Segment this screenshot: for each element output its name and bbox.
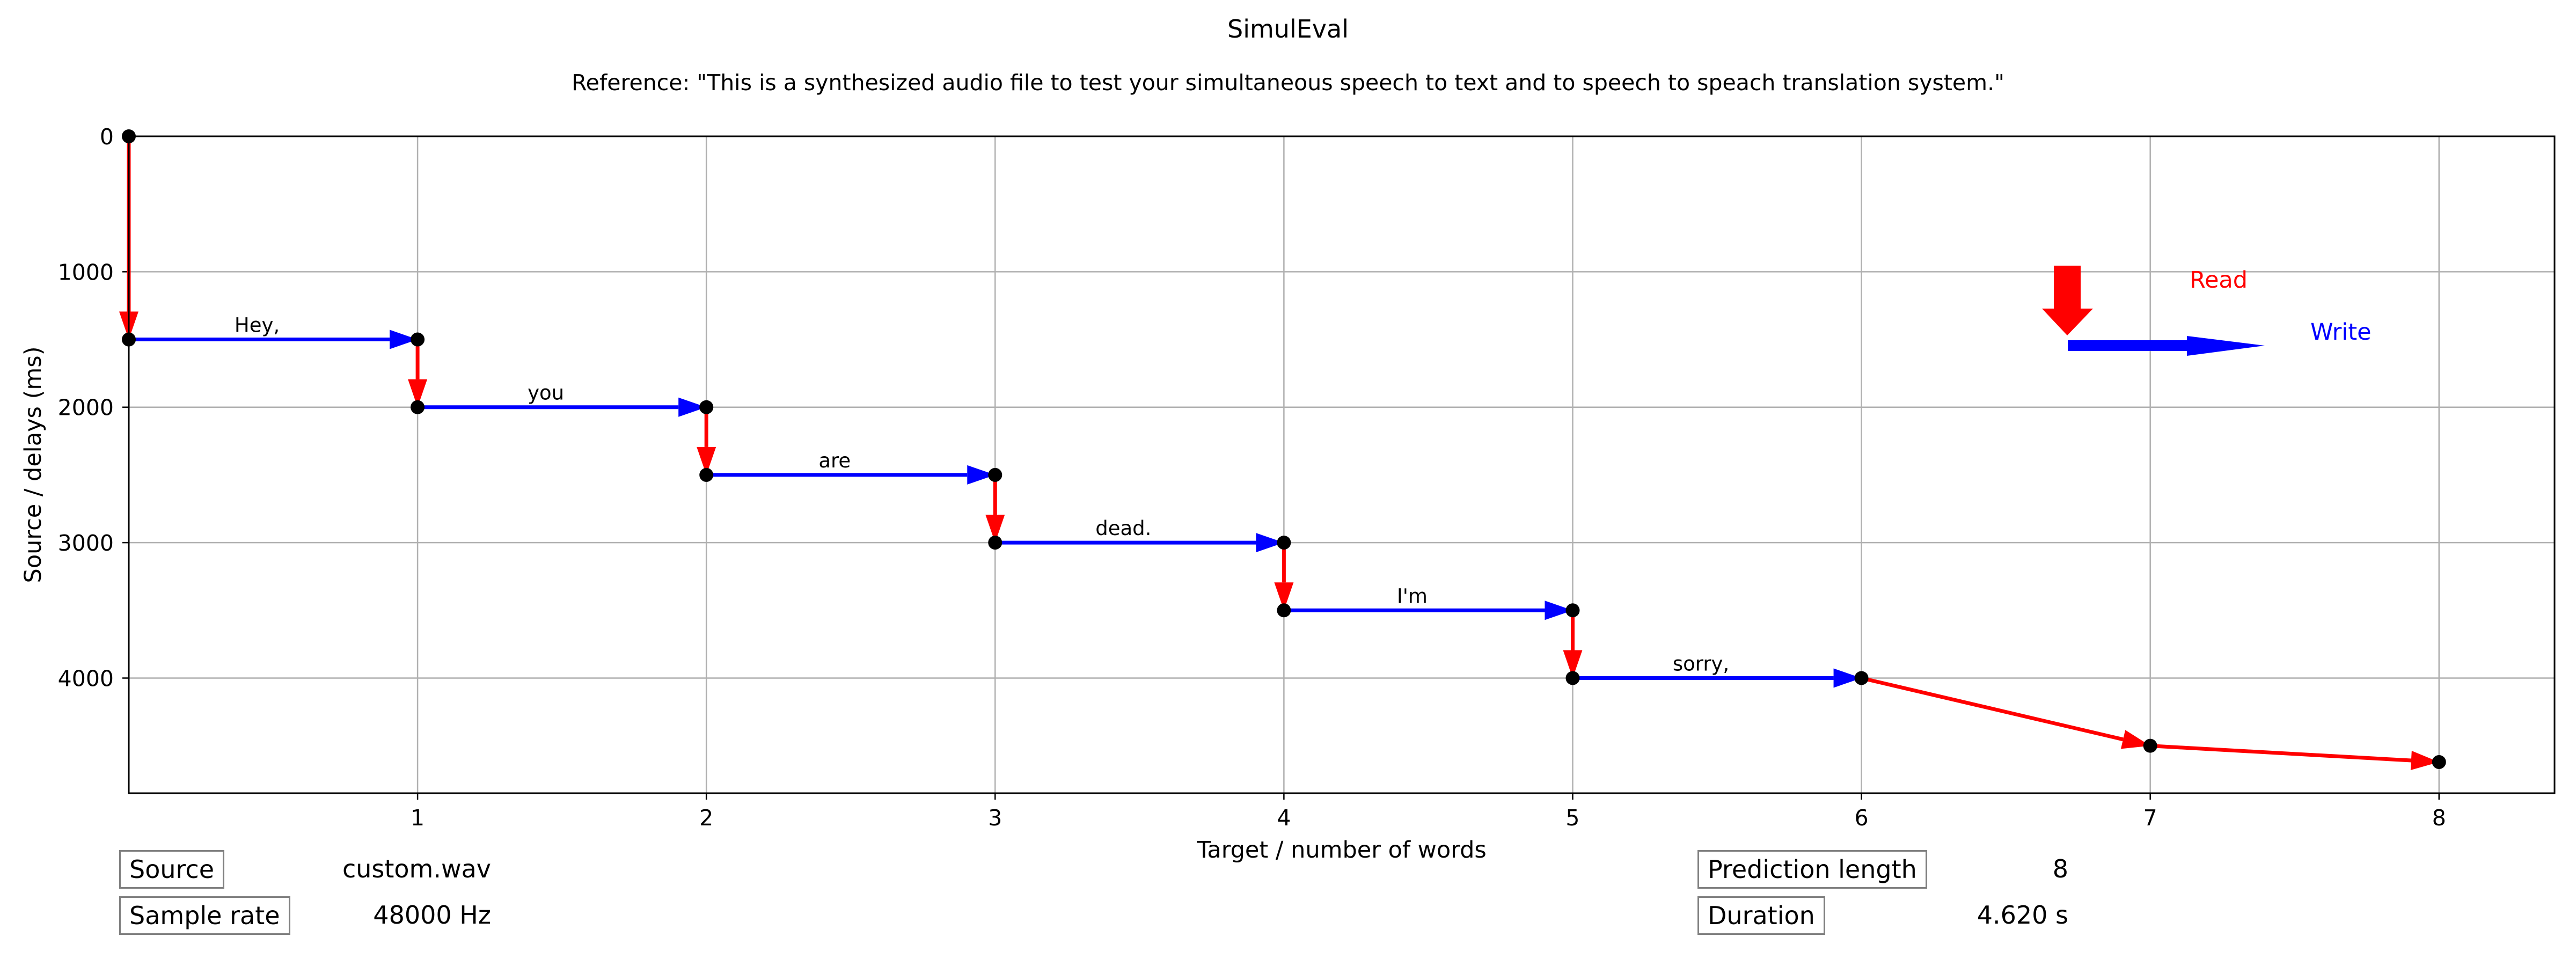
- read-arrow-shaft: [2150, 744, 2412, 763]
- legend: Read Write: [2042, 266, 2372, 356]
- write-arrow-head: [967, 465, 996, 485]
- data-point: [1565, 671, 1580, 685]
- data-point: [699, 467, 714, 482]
- x-tick-label: 3: [988, 805, 1002, 831]
- write-arrow-head: [390, 330, 418, 349]
- word-label: are: [818, 449, 851, 472]
- word-label: Hey,: [235, 314, 280, 337]
- source-value: custom.wav: [342, 854, 491, 883]
- write-arrow: [995, 533, 1284, 553]
- word-label: I'm: [1397, 584, 1428, 608]
- read-arrow-head: [408, 379, 428, 407]
- read-arrow-head: [2120, 730, 2150, 749]
- read-arrow-head: [985, 515, 1005, 543]
- x-tick-label: 5: [1565, 805, 1579, 831]
- y-tick-label: 0: [100, 124, 114, 150]
- word-label: you: [528, 382, 564, 405]
- duration-label: Duration: [1697, 896, 1825, 935]
- data-point: [699, 400, 714, 414]
- write-arrow-head: [678, 397, 707, 417]
- word-label: sorry,: [1673, 652, 1729, 675]
- write-arrow-head: [1833, 668, 1862, 688]
- x-tick-label: 8: [2432, 805, 2446, 831]
- write-arrow: [1572, 668, 1862, 688]
- legend-read-arrow: [2042, 266, 2093, 335]
- y-tick-label: 1000: [58, 259, 114, 285]
- data-point: [1854, 671, 1869, 685]
- write-arrow-head: [1256, 533, 1284, 553]
- write-arrow-head: [1545, 601, 1573, 620]
- read-arrow: [697, 407, 716, 475]
- data-point: [1277, 603, 1291, 618]
- data-point: [411, 332, 425, 347]
- prediction-length-label: Prediction length: [1697, 850, 1927, 889]
- x-tick-label: 6: [1855, 805, 1869, 831]
- read-arrow: [1274, 543, 1294, 611]
- data-point: [988, 536, 1002, 550]
- grid: [129, 135, 2555, 793]
- chart-title: SimulEval: [1227, 14, 1349, 43]
- write-arrow: [129, 330, 418, 349]
- write-arrow: [418, 397, 707, 417]
- data-point: [1565, 603, 1580, 618]
- read-arrow-head: [2410, 751, 2439, 771]
- prediction-length-value: 8: [2052, 854, 2068, 883]
- legend-read-label: Read: [2190, 267, 2248, 294]
- x-tick-label: 7: [2143, 805, 2157, 831]
- x-tick-label: 1: [411, 805, 425, 831]
- word-label: dead.: [1095, 517, 1151, 540]
- read-arrow-shaft: [1861, 676, 2124, 742]
- write-arrow: [706, 465, 996, 485]
- duration-value: 4.620 s: [1977, 901, 2068, 930]
- read-arrow-head: [1563, 650, 1583, 678]
- sample-rate-label: Sample rate: [119, 896, 290, 935]
- y-tick-label: 3000: [58, 530, 114, 556]
- plot-frame: [128, 135, 2556, 794]
- chart-subtitle: Reference: "This is a synthesized audio …: [572, 70, 2004, 96]
- data-point: [411, 400, 425, 414]
- read-arrow-head: [697, 447, 716, 475]
- write-arrow: [1284, 601, 1573, 620]
- x-tick-label: 4: [1277, 805, 1291, 831]
- read-arrow: [408, 339, 428, 407]
- data-point: [2143, 738, 2157, 753]
- legend-write-arrow: [2068, 336, 2265, 356]
- axis-ticks: 1 2 3 4 5 6 7 8 0 1000 2000 3000 4000: [58, 124, 2446, 831]
- read-arrow: [1861, 676, 2150, 749]
- data-point: [2432, 755, 2446, 769]
- source-label: Source: [119, 850, 224, 889]
- y-tick-label: 4000: [58, 665, 114, 691]
- read-arrow: [985, 474, 1005, 543]
- read-arrow-head: [1274, 582, 1294, 611]
- x-tick-label: 2: [699, 805, 713, 831]
- points: [122, 129, 2446, 769]
- x-axis-label: Target / number of words: [1196, 837, 1487, 863]
- data-point: [988, 467, 1002, 482]
- data-point: [1277, 536, 1291, 550]
- sample-rate-value: 48000 Hz: [373, 901, 491, 930]
- segments: [119, 136, 2439, 771]
- legend-write-label: Write: [2310, 319, 2372, 346]
- y-tick-label: 2000: [58, 395, 114, 421]
- read-arrow: [1563, 610, 1583, 678]
- y-axis-label: Source / delays (ms): [20, 347, 47, 583]
- read-arrow: [2150, 744, 2439, 771]
- word-labels: Hey, you are dead. I'm sorry,: [235, 314, 1729, 676]
